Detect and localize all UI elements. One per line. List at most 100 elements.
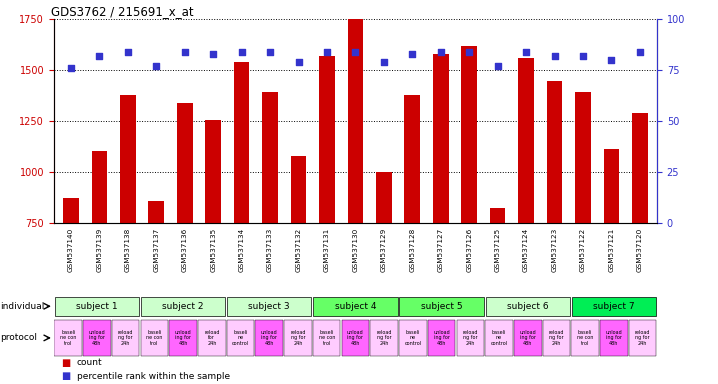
Bar <box>600 320 628 356</box>
Bar <box>63 198 79 223</box>
Bar <box>457 320 484 356</box>
Bar <box>399 296 484 316</box>
Text: GSM537126: GSM537126 <box>466 228 472 272</box>
Text: count: count <box>77 358 103 367</box>
Text: reload
ng for
24h: reload ng for 24h <box>635 330 651 346</box>
Bar <box>313 296 398 316</box>
Point <box>93 53 105 59</box>
Text: subject 5: subject 5 <box>421 302 462 311</box>
Bar <box>55 320 82 356</box>
Bar <box>604 149 619 223</box>
Text: subject 3: subject 3 <box>248 302 290 311</box>
Point <box>521 49 532 55</box>
Bar <box>198 320 225 356</box>
Text: reload
for
24h: reload for 24h <box>204 330 220 346</box>
Text: reload
ng for
24h: reload ng for 24h <box>118 330 134 346</box>
Text: unload
ing for
48h: unload ing for 48h <box>347 330 364 346</box>
Text: GSM537131: GSM537131 <box>324 228 330 272</box>
Text: reload
ng for
24h: reload ng for 24h <box>549 330 564 346</box>
Text: subject 7: subject 7 <box>593 302 635 311</box>
Text: unload
ing for
48h: unload ing for 48h <box>88 330 106 346</box>
Text: GSM537128: GSM537128 <box>409 228 415 272</box>
Text: baseli
ne con
trol: baseli ne con trol <box>60 330 76 346</box>
Text: GSM537138: GSM537138 <box>125 228 131 272</box>
Text: GSM537120: GSM537120 <box>637 228 643 272</box>
Point <box>151 63 162 69</box>
Text: baseli
ne
control: baseli ne control <box>404 330 421 346</box>
Point <box>65 65 77 71</box>
Bar <box>55 296 139 316</box>
Bar <box>428 320 455 356</box>
Text: GSM537129: GSM537129 <box>381 228 387 272</box>
Bar <box>149 201 164 223</box>
Bar <box>348 19 363 223</box>
Text: GSM537134: GSM537134 <box>238 228 245 272</box>
Text: unload
ing for
48h: unload ing for 48h <box>605 330 623 346</box>
Bar <box>575 93 591 223</box>
Text: reload
ng for
24h: reload ng for 24h <box>290 330 306 346</box>
Bar <box>370 320 398 356</box>
Text: GSM537123: GSM537123 <box>551 228 558 272</box>
Text: GSM537121: GSM537121 <box>608 228 615 272</box>
Point <box>293 59 304 65</box>
Text: GSM537124: GSM537124 <box>523 228 529 272</box>
Text: GSM537139: GSM537139 <box>96 228 103 272</box>
Bar <box>141 296 225 316</box>
Point <box>179 49 190 55</box>
Bar <box>514 320 541 356</box>
Text: subject 2: subject 2 <box>162 302 204 311</box>
Bar <box>256 320 283 356</box>
Bar <box>376 172 392 223</box>
Text: reload
ng for
24h: reload ng for 24h <box>376 330 392 346</box>
Text: GSM537125: GSM537125 <box>495 228 500 272</box>
Bar <box>342 320 369 356</box>
Point <box>577 53 589 59</box>
Point <box>208 51 219 57</box>
Bar <box>83 320 111 356</box>
Point <box>321 49 332 55</box>
Bar <box>227 296 312 316</box>
Text: baseli
ne
control: baseli ne control <box>232 330 249 346</box>
Bar <box>543 320 570 356</box>
Point <box>350 49 361 55</box>
Bar <box>433 54 449 223</box>
Bar <box>262 93 278 223</box>
Text: individual: individual <box>0 302 45 311</box>
Bar <box>169 320 197 356</box>
Bar <box>572 296 656 316</box>
Text: subject 1: subject 1 <box>76 302 118 311</box>
Bar <box>291 156 307 223</box>
Bar <box>234 62 249 223</box>
Point <box>236 49 248 55</box>
Text: GSM537136: GSM537136 <box>182 228 187 272</box>
Bar <box>399 320 426 356</box>
Bar <box>112 320 139 356</box>
Bar <box>205 120 221 223</box>
Text: unload
ing for
48h: unload ing for 48h <box>519 330 536 346</box>
Bar <box>485 320 513 356</box>
Bar <box>485 296 570 316</box>
Point <box>606 57 617 63</box>
Text: baseli
ne con
trol: baseli ne con trol <box>319 330 335 346</box>
Text: unload
ing for
48h: unload ing for 48h <box>261 330 278 346</box>
Bar <box>518 58 534 223</box>
Text: percentile rank within the sample: percentile rank within the sample <box>77 372 230 381</box>
Bar <box>462 46 477 223</box>
Bar <box>319 56 335 223</box>
Bar <box>629 320 656 356</box>
Point <box>634 49 645 55</box>
Text: GSM537133: GSM537133 <box>267 228 273 272</box>
Text: baseli
ne con
trol: baseli ne con trol <box>577 330 593 346</box>
Point <box>492 63 503 69</box>
Bar <box>177 103 192 223</box>
Bar <box>404 94 420 223</box>
Text: ■: ■ <box>61 358 70 368</box>
Bar <box>572 320 599 356</box>
Bar <box>284 320 312 356</box>
Text: unload
ing for
48h: unload ing for 48h <box>174 330 192 346</box>
Point <box>378 59 390 65</box>
Text: baseli
ne con
trol: baseli ne con trol <box>146 330 162 346</box>
Bar <box>490 209 505 223</box>
Bar <box>313 320 340 356</box>
Text: GSM537137: GSM537137 <box>153 228 159 272</box>
